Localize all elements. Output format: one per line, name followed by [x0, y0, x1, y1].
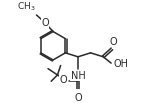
Text: O: O — [110, 37, 117, 47]
Text: CH$_3$: CH$_3$ — [17, 0, 36, 13]
Text: O: O — [74, 93, 82, 103]
Text: OH: OH — [113, 59, 128, 69]
Text: O: O — [41, 18, 49, 28]
Text: O: O — [59, 75, 67, 85]
Text: NH: NH — [71, 71, 85, 81]
